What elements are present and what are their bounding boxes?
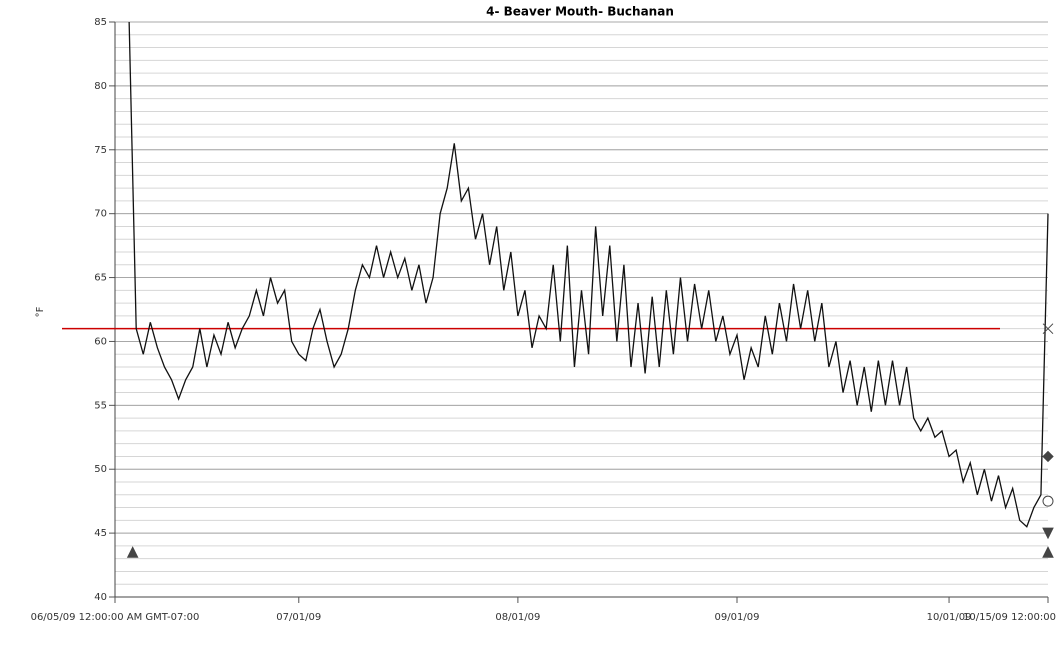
x-tick-label: 10/15/09 12:00:00 bbox=[963, 612, 1056, 623]
x-tick-label: 08/01/09 bbox=[495, 612, 540, 623]
y-tick-label: 40 bbox=[94, 592, 107, 603]
y-tick-label: 75 bbox=[94, 145, 107, 156]
y-tick-label: 50 bbox=[94, 464, 107, 475]
y-tick-label: 80 bbox=[94, 81, 107, 92]
marker bbox=[126, 546, 139, 558]
y-tick-label: 65 bbox=[94, 273, 107, 284]
marker bbox=[1042, 546, 1054, 558]
x-tick-label: 07/01/09 bbox=[276, 612, 321, 623]
marker bbox=[1042, 323, 1054, 335]
y-axis-label: °F bbox=[35, 306, 46, 317]
y-tick-label: 55 bbox=[94, 400, 107, 411]
x-tick-label: 06/05/09 12:00:00 AM GMT-07:00 bbox=[31, 612, 200, 623]
data-line bbox=[128, 21, 1049, 528]
marker bbox=[1042, 495, 1054, 507]
marker bbox=[1042, 527, 1054, 540]
chart-title: 4- Beaver Mouth- Buchanan bbox=[486, 5, 674, 19]
marker bbox=[1042, 450, 1054, 463]
x-tick-label: 10/01/09 bbox=[927, 612, 972, 623]
y-tick-label: 85 bbox=[94, 17, 107, 28]
x-tick-label: 09/01/09 bbox=[715, 612, 760, 623]
y-tick-label: 60 bbox=[94, 336, 107, 347]
y-tick-label: 70 bbox=[94, 209, 107, 220]
y-tick-label: 45 bbox=[94, 528, 107, 539]
